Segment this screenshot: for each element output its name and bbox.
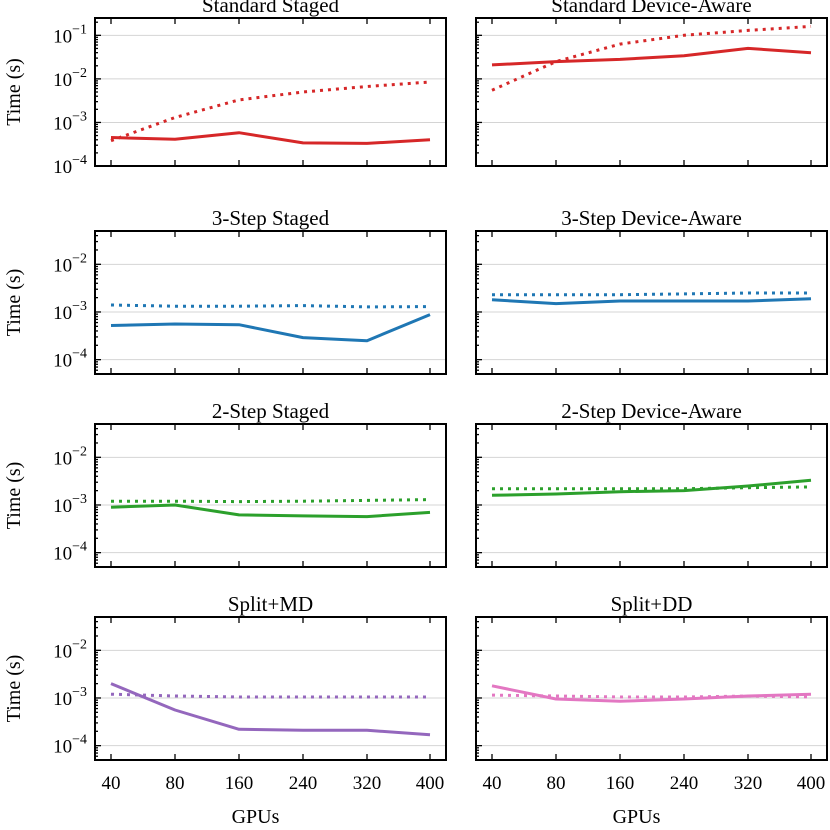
y-tick-label: 10−2 (53, 444, 87, 469)
panel-title: 2-Step Device-Aware (561, 399, 742, 423)
series-dotted-line (491, 24, 812, 92)
axes-frame (475, 423, 828, 568)
series-dotted-line (491, 693, 812, 699)
panel-2-step-staged: 2-Step Staged 10−4 10−3 10−2 Time (s) (3, 399, 447, 568)
y-tick-label: 10−2 (53, 637, 87, 662)
x-tick-label: 320 (353, 773, 382, 794)
series-solid-line (491, 46, 812, 67)
y-axis-label: Time (s) (3, 269, 25, 337)
y-tick-label: 10−2 (53, 66, 87, 91)
x-axis-label: GPUs (613, 806, 661, 828)
series-solid-line (110, 131, 431, 145)
series-dotted-line (492, 485, 812, 491)
axes-frame (94, 17, 447, 167)
series-dotted-line (110, 692, 430, 699)
axes-frame (475, 616, 828, 761)
series-solid-line (491, 478, 812, 497)
y-axis-label: Time (s) (3, 655, 25, 723)
series-solid-line (110, 682, 431, 737)
axes-frame (94, 616, 447, 761)
axes-frame (475, 17, 828, 167)
x-axis-label: GPUs (232, 806, 280, 828)
series-solid-line (110, 503, 431, 519)
panel-title: Standard Staged (202, 0, 340, 17)
y-tick-label: 10−4 (53, 153, 87, 178)
y-tick-label: 10−3 (53, 492, 87, 517)
panel-standard-staged: Standard Staged 10−4 10−3 10−2 10−1 Time (s) (3, 0, 447, 178)
axes-frame (94, 423, 447, 568)
y-tick-label: 10−4 (53, 347, 87, 372)
x-tick-label: 400 (416, 773, 445, 794)
panel-split-md: Split+MD 10−4 10−3 10−2 40 80 160 240 320 400 GPUs… (3, 592, 447, 828)
series-dotted-line (111, 498, 431, 504)
panel-2-step-device-aware: 2-Step Device-Aware (475, 399, 828, 568)
x-tick-label: 400 (797, 773, 826, 794)
panel-title: Split+MD (228, 592, 313, 616)
panel-title: 3-Step Device-Aware (561, 206, 742, 230)
panel-split-dd: Split+DD 40 80 160 240 320 400 GPUs (475, 592, 828, 828)
series-solid-line (491, 684, 812, 703)
series-dotted-line (110, 80, 431, 143)
y-axis-label: Time (s) (3, 462, 25, 530)
x-tick-label: 160 (606, 773, 635, 794)
panel-3-step-staged: 3-Step Staged 10−4 10−3 10−2 Time (s) (3, 206, 447, 375)
panel-title: 2-Step Staged (212, 399, 330, 423)
panel-standard-device-aware: Standard Device-Aware (475, 0, 828, 167)
panel-title: Standard Device-Aware (551, 0, 751, 17)
y-tick-label: 10−4 (53, 540, 87, 565)
y-tick-label: 10−3 (53, 109, 87, 134)
x-tick-label: 320 (734, 773, 763, 794)
series-solid-line (110, 313, 431, 343)
x-tick-label: 160 (225, 773, 254, 794)
y-tick-label: 10−2 (53, 251, 87, 276)
panel-3-step-device-aware: 3-Step Device-Aware (475, 206, 828, 375)
y-tick-label: 10−1 (53, 22, 87, 47)
x-tick-label: 40 (483, 773, 502, 794)
x-tick-label: 40 (102, 773, 121, 794)
series-dotted-line (110, 303, 431, 309)
y-axis-label: Time (s) (3, 58, 25, 126)
axes-frame (475, 230, 828, 375)
axes-frame (94, 230, 447, 375)
series-dotted-line (492, 291, 811, 297)
x-tick-label: 80 (166, 773, 185, 794)
x-tick-label: 240 (289, 773, 318, 794)
x-tick-label: 80 (547, 773, 566, 794)
y-tick-label: 10−4 (53, 733, 87, 758)
series-solid-line (491, 297, 812, 306)
x-tick-label: 240 (670, 773, 699, 794)
panel-title: Split+DD (611, 592, 693, 616)
panel-title: 3-Step Staged (212, 206, 330, 230)
y-tick-label: 10−3 (53, 685, 87, 710)
y-tick-label: 10−3 (53, 299, 87, 324)
